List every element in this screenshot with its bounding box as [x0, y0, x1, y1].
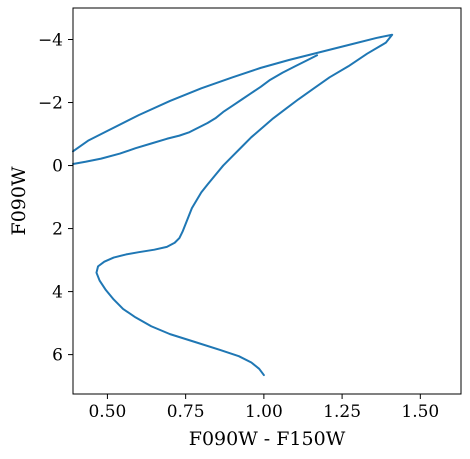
x-tick-label: 1.00 [245, 402, 283, 422]
x-tick-label: 0.75 [167, 402, 205, 422]
x-axis: 0.50 0.75 1.00 1.25 1.50 [88, 394, 439, 422]
y-axis-label: F090W [8, 166, 30, 235]
x-tick-label: 1.25 [323, 402, 361, 422]
y-tick-label: −4 [38, 31, 63, 51]
x-tick-label: 0.50 [88, 402, 126, 422]
plot-frame [72, 7, 462, 395]
x-axis-label: F090W - F150W [189, 428, 346, 450]
y-tick-label: 0 [52, 157, 63, 177]
y-tick-label: −2 [38, 94, 63, 114]
y-tick-label: 6 [52, 346, 63, 366]
series-layer [72, 33, 394, 377]
y-tick-label: 2 [52, 220, 63, 240]
y-tick-label: 4 [52, 283, 63, 303]
x-tick-label: 1.50 [401, 402, 439, 422]
y-axis: −4 −2 0 2 4 6 [38, 31, 73, 366]
series-line-1 [72, 33, 394, 377]
series-line-2 [72, 54, 319, 165]
